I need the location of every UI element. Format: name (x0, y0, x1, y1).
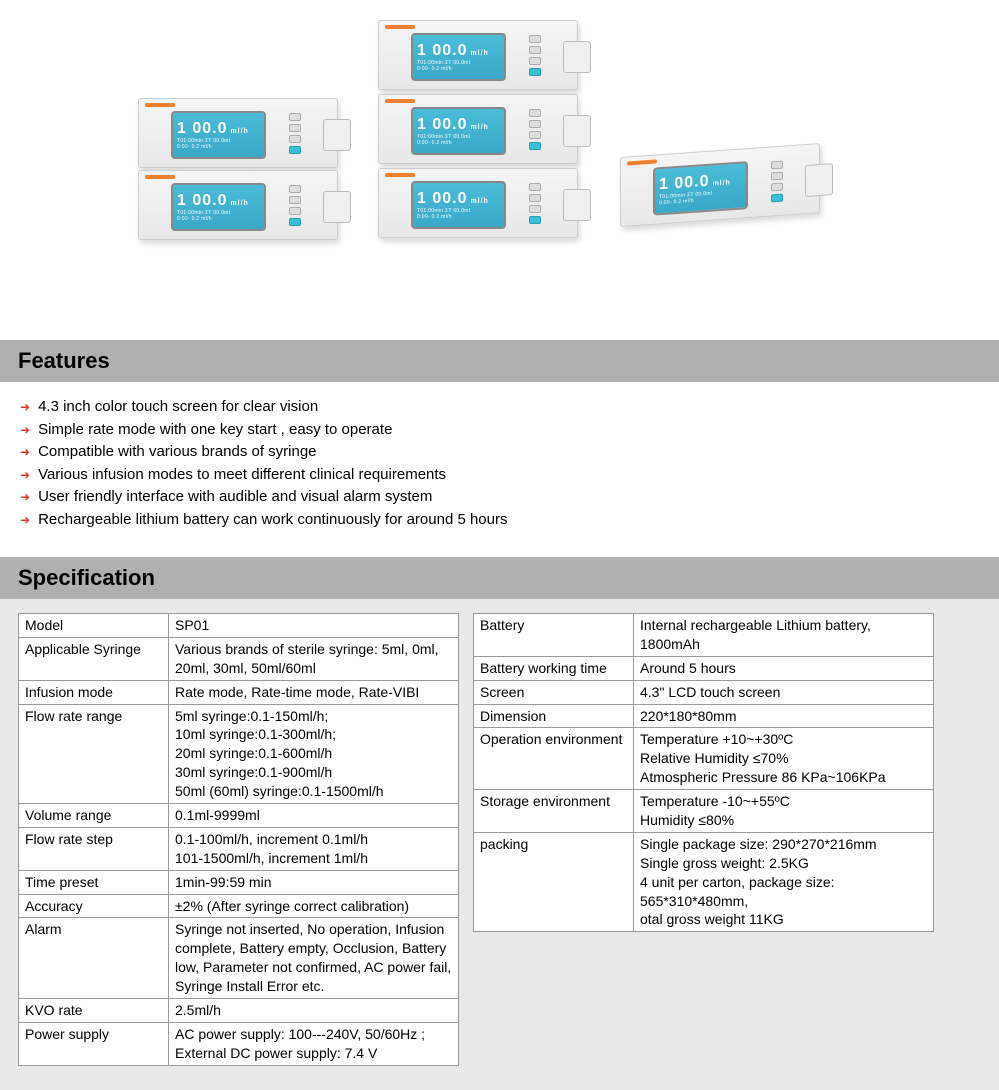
spec-value: 0.1ml-9999ml (169, 804, 459, 828)
pump-unit: 1 00.0 ml/h T01:00min ΣT 00.0ml 0:00- 0.… (620, 143, 820, 227)
spec-value: Single package size: 290*270*216mm Singl… (634, 832, 934, 931)
table-row: Flow rate range5ml syringe:0.1-150ml/h; … (19, 704, 459, 803)
spec-value: 0.1-100ml/h, increment 0.1ml/h 101-1500m… (169, 827, 459, 870)
spec-value: Syringe not inserted, No operation, Infu… (169, 918, 459, 999)
spec-value: 1min-99:59 min (169, 870, 459, 894)
spec-label: Infusion mode (19, 680, 169, 704)
table-row: Battery working timeAround 5 hours (474, 656, 934, 680)
spec-label: Battery working time (474, 656, 634, 680)
table-row: BatteryInternal rechargeable Lithium bat… (474, 614, 934, 657)
spec-label: Screen (474, 680, 634, 704)
device-screen: 1 00.0 ml/h T01:00min ΣT 00.0ml 0:00- 0.… (653, 161, 748, 216)
table-row: ModelSP01 (19, 614, 459, 638)
device-screen: 1 00.0 ml/h T01:00min ΣT 00.0ml 0:00- 0.… (171, 183, 266, 231)
spec-value: Rate mode, Rate-time mode, Rate-VIBI (169, 680, 459, 704)
device-screen: 1 00.0 ml/h T01:00min ΣT 00.0ml 0:00- 0.… (411, 107, 506, 155)
specification-heading: Specification (0, 557, 999, 599)
spec-label: Applicable Syringe (19, 637, 169, 680)
spec-value: 220*180*80mm (634, 704, 934, 728)
feature-item: ➜ Rechargeable lithium battery can work c… (20, 509, 979, 532)
feature-item: ➜ User friendly interface with audible an… (20, 486, 979, 509)
table-row: Storage environment Temperature -10~+55º… (474, 790, 934, 833)
spec-label: Power supply (19, 1022, 169, 1065)
table-row: Screen4.3" LCD touch screen (474, 680, 934, 704)
table-row: Volume range0.1ml-9999ml (19, 804, 459, 828)
pump-unit: 1 00.0 ml/h T01:00min ΣT 00.0ml 0:00- 0.… (138, 98, 338, 168)
table-row: Time preset1min-99:59 min (19, 870, 459, 894)
product-gallery: 1 00.0 ml/h T01:00min ΣT 00.0ml 0:00- 0.… (0, 0, 999, 280)
bullet-arrow-icon: ➜ (20, 419, 30, 441)
specification-body: ModelSP01Applicable SyringeVarious brand… (0, 599, 999, 1090)
feature-item: ➜ Simple rate mode with one key start , e… (20, 419, 979, 442)
feature-text: Various infusion modes to meet different… (38, 464, 446, 487)
feature-text: User friendly interface with audible and… (38, 486, 432, 509)
table-row: Accuracy±2% (After syringe correct calib… (19, 894, 459, 918)
table-row: Applicable SyringeVarious brands of ster… (19, 637, 459, 680)
pump-unit: 1 00.0 ml/h T01:00min ΣT 00.0ml 0:00- 0.… (138, 170, 338, 240)
feature-text: Compatible with various brands of syring… (38, 441, 316, 464)
table-row: Flow rate step0.1-100ml/h, increment 0.1… (19, 827, 459, 870)
table-row: packingSingle package size: 290*270*216m… (474, 832, 934, 931)
spec-label: Model (19, 614, 169, 638)
spec-value: AC power supply: 100---240V, 50/60Hz ; E… (169, 1022, 459, 1065)
table-row: Alarm Syringe not inserted, No operation… (19, 918, 459, 999)
feature-item: ➜ 4.3 inch color touch screen for clear v… (20, 396, 979, 419)
bullet-arrow-icon: ➜ (20, 509, 30, 531)
spec-label: Flow rate step (19, 827, 169, 870)
feature-text: 4.3 inch color touch screen for clear vi… (38, 396, 318, 419)
features-list: ➜ 4.3 inch color touch screen for clear v… (0, 382, 999, 557)
feature-text: Simple rate mode with one key start , ea… (38, 419, 392, 442)
spec-label: KVO rate (19, 999, 169, 1023)
content-area: Features ➜ 4.3 inch color touch screen fo… (0, 340, 999, 1090)
table-row: Infusion modeRate mode, Rate-time mode, … (19, 680, 459, 704)
spec-value: Internal rechargeable Lithium battery, 1… (634, 614, 934, 657)
spec-value: SP01 (169, 614, 459, 638)
pump-unit: 1 00.0 ml/h T01:00min ΣT 00.0ml 0:00- 0.… (378, 168, 578, 238)
spec-label: packing (474, 832, 634, 931)
bullet-arrow-icon: ➜ (20, 486, 30, 508)
spec-table-right: BatteryInternal rechargeable Lithium bat… (473, 613, 934, 932)
pump-unit: 1 00.0 ml/h T01:00min ΣT 00.0ml 0:00- 0.… (378, 94, 578, 164)
spec-value: 4.3" LCD touch screen (634, 680, 934, 704)
spec-value: Around 5 hours (634, 656, 934, 680)
table-row: Operation environment Temperature +10~+3… (474, 728, 934, 790)
features-heading: Features (0, 340, 999, 382)
spec-table-left: ModelSP01Applicable SyringeVarious brand… (18, 613, 459, 1066)
spec-value: Temperature +10~+30ºC Relative Humidity … (634, 728, 934, 790)
spec-label: Dimension (474, 704, 634, 728)
bullet-arrow-icon: ➜ (20, 464, 30, 486)
spec-value: Various brands of sterile syringe: 5ml, … (169, 637, 459, 680)
spec-value: 2.5ml/h (169, 999, 459, 1023)
device-screen: 1 00.0 ml/h T01:00min ΣT 00.0ml 0:00- 0.… (411, 33, 506, 81)
spec-label: Battery (474, 614, 634, 657)
spec-value: ±2% (After syringe correct calibration) (169, 894, 459, 918)
spec-label: Accuracy (19, 894, 169, 918)
device-screen: 1 00.0 ml/h T01:00min ΣT 00.0ml 0:00- 0.… (171, 111, 266, 159)
bullet-arrow-icon: ➜ (20, 441, 30, 463)
feature-text: Rechargeable lithium battery can work co… (38, 509, 507, 532)
table-row: KVO rate2.5ml/h (19, 999, 459, 1023)
table-row: Dimension220*180*80mm (474, 704, 934, 728)
feature-item: ➜ Various infusion modes to meet differen… (20, 464, 979, 487)
spec-label: Storage environment (474, 790, 634, 833)
spec-label: Volume range (19, 804, 169, 828)
spec-label: Flow rate range (19, 704, 169, 803)
device-screen: 1 00.0 ml/h T01:00min ΣT 00.0ml 0:00- 0.… (411, 181, 506, 229)
feature-item: ➜ Compatible with various brands of syrin… (20, 441, 979, 464)
spec-value: Temperature -10~+55ºC Humidity ≤80% (634, 790, 934, 833)
pump-unit: 1 00.0 ml/h T01:00min ΣT 00.0ml 0:00- 0.… (378, 20, 578, 90)
bullet-arrow-icon: ➜ (20, 396, 30, 418)
table-row: Power supplyAC power supply: 100---240V,… (19, 1022, 459, 1065)
spec-value: 5ml syringe:0.1-150ml/h; 10ml syringe:0.… (169, 704, 459, 803)
spec-label: Time preset (19, 870, 169, 894)
spec-label: Operation environment (474, 728, 634, 790)
screen-value: 1 00.0 (177, 120, 227, 137)
spec-label: Alarm (19, 918, 169, 999)
